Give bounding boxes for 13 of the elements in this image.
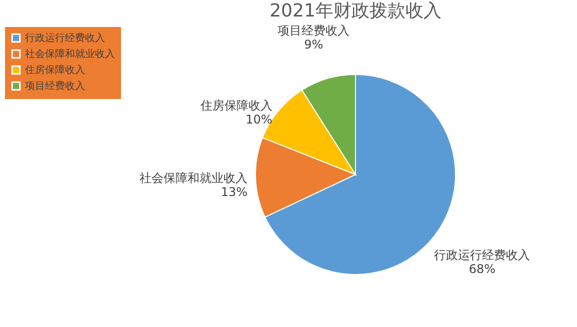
data-label: 9% (304, 37, 324, 52)
legend-label: 行政运行经费收入 (25, 32, 105, 44)
chart-title: 2021年财政拨款收入 (270, 0, 442, 22)
legend-label: 住房保障收入 (25, 64, 85, 76)
legend-label: 项目经费收入 (25, 80, 85, 92)
slice-label: 社会保障和就业收入 (140, 170, 248, 185)
slice-label: 住房保障收入 (199, 98, 272, 113)
slice-label: 项目经费收入 (278, 23, 350, 38)
data-label: 13% (220, 184, 248, 199)
legend-label: 社会保障和就业收入 (25, 48, 115, 60)
data-label: 10% (246, 112, 272, 127)
data-label: 68% (468, 262, 496, 276)
slice-label: 行政运行经费收入 (434, 248, 530, 262)
